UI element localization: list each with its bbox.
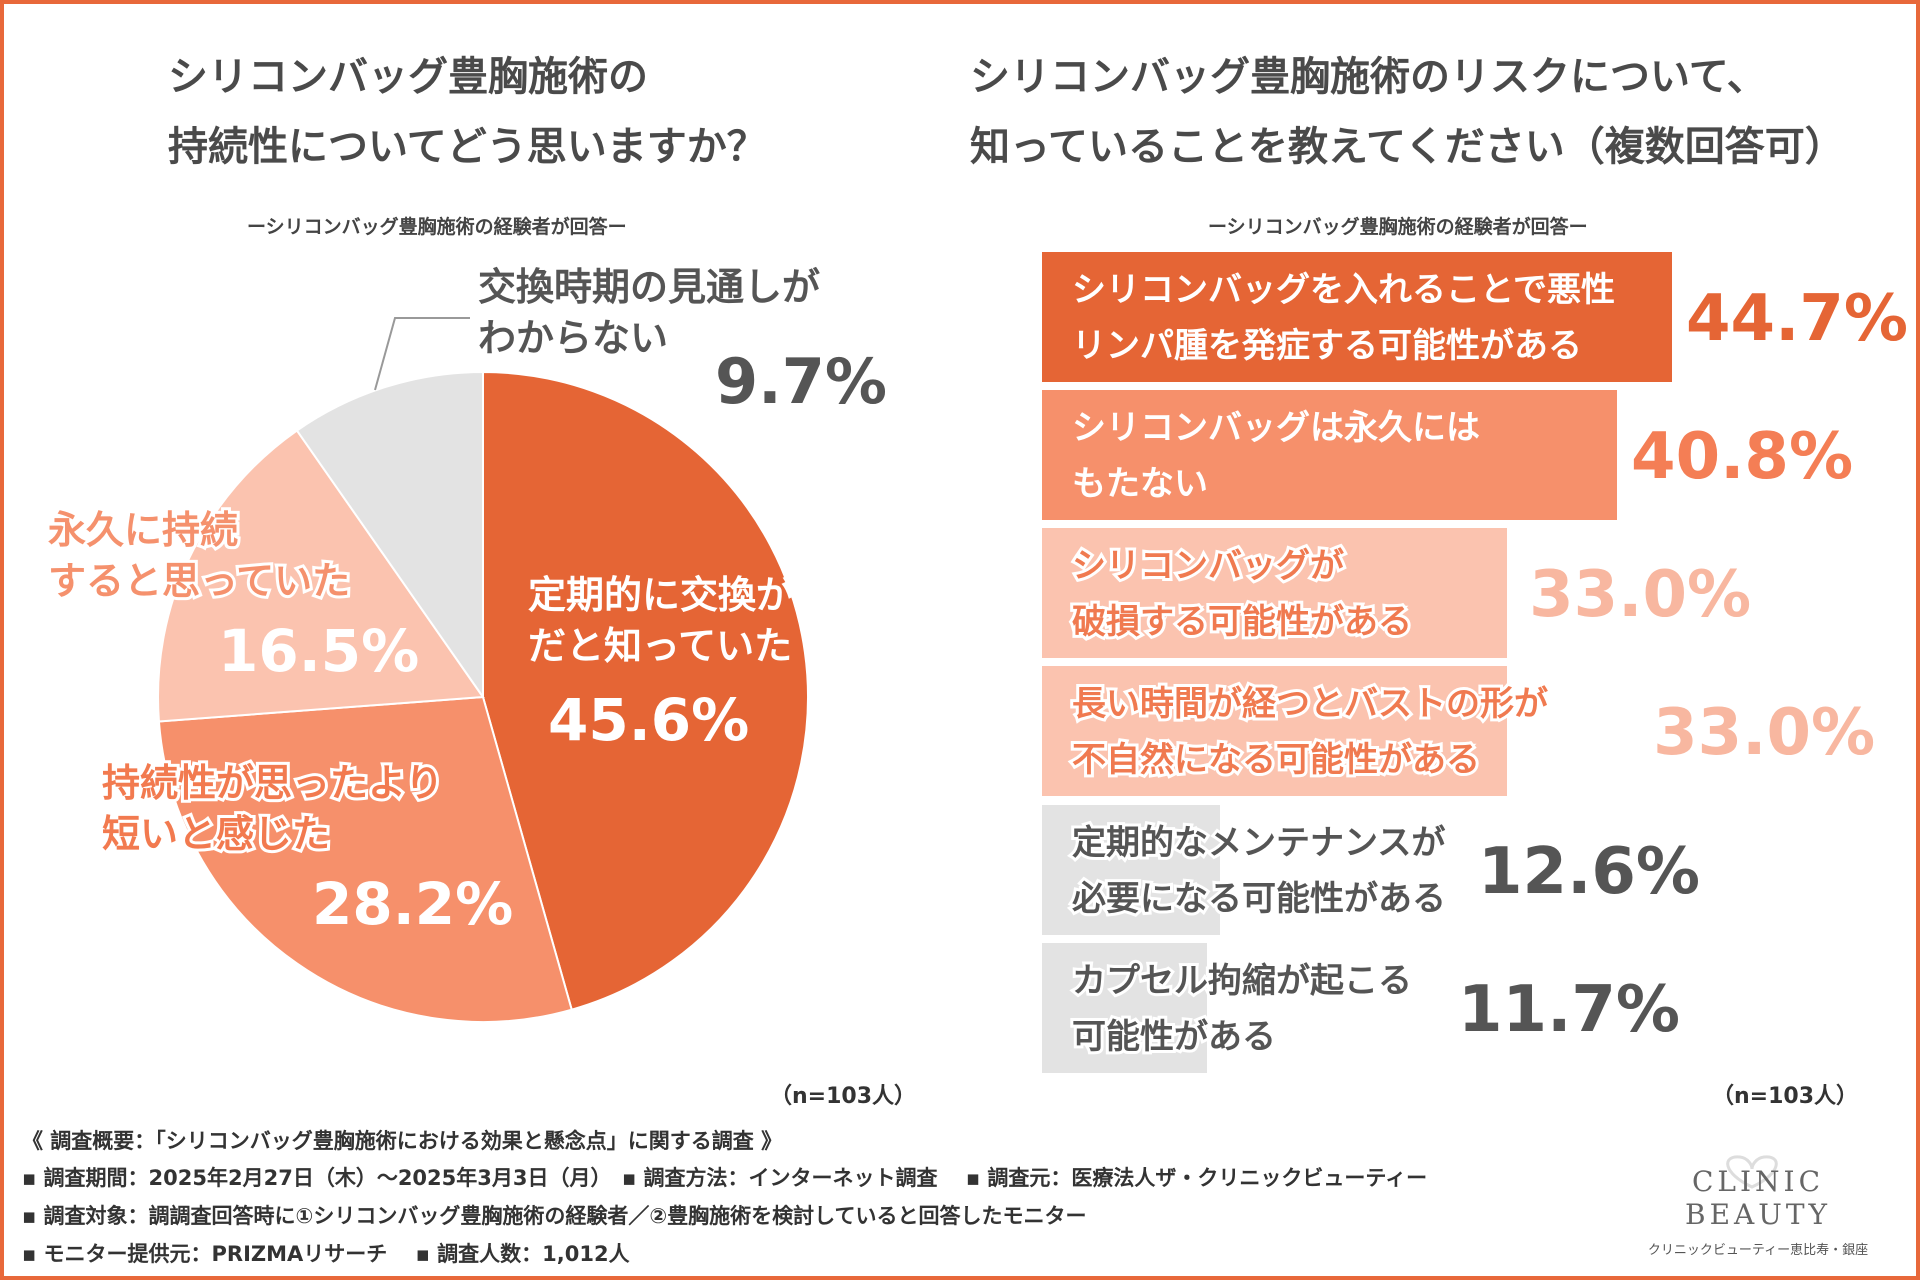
slice3-value: 9.7%: [715, 345, 887, 418]
bar-value-0: 44.7%: [1686, 282, 1909, 356]
bar-label-4: 定期的なメンテナンスが 必要になる可能性がある: [1069, 815, 1449, 927]
left-title-line1: シリコンバッグ豊胸施術の: [168, 54, 648, 100]
survey-overview: 《 調査概要：「シリコンバッグ豊胸施術における効果と懸念点」に関する調査 》: [22, 1129, 783, 1153]
bar-label-line1: シリコンバッグが: [1069, 543, 1347, 589]
bar-label-line2: もたない: [1072, 464, 1208, 504]
bar-value-1: 40.8%: [1631, 420, 1854, 494]
survey-period: ▪ 調査期間：2025年2月27日（木）～2025年3月3日（月） ▪ 調査方法…: [22, 1166, 1428, 1190]
slice2-label-line1: 永久に持続: [45, 505, 241, 555]
logo-name: CLINIC BEAUTY: [1685, 1165, 1831, 1231]
right-n-label: （n=103人）: [1712, 1084, 1859, 1109]
bar-1: [1042, 390, 1618, 520]
left-title-line2: 持続性についてどう思いますか？: [168, 124, 767, 170]
bar-label-line1: シリコンバッグを入れることで悪性: [1072, 270, 1615, 310]
slice1-label-line1: 持続性が思ったより: [99, 758, 446, 808]
left-subtitle: ーシリコンバッグ豊胸施術の経験者が回答ー: [247, 216, 627, 238]
slice0-value: 45.6%: [548, 685, 750, 754]
right-chart-title: シリコンバッグ豊胸施術のリスクについて、 知っていることを教えてください（複数回…: [970, 42, 1845, 182]
bar-label-0: シリコンバッグを入れることで悪性 リンパ腫を発症する可能性がある: [1072, 262, 1615, 374]
slice1-value: 28.2%: [312, 869, 514, 938]
clinic-logo: CLINIC BEAUTY クリニックビューティー恵比寿・銀座: [1618, 1155, 1898, 1258]
bar-5: [1042, 943, 1207, 1073]
survey-target: ▪ 調査対象：調調査回答時に①シリコンバッグ豊胸施術の経験者／②豊胸施術を検討し…: [22, 1204, 1087, 1228]
bar-label-line1: 定期的なメンテナンスが: [1069, 820, 1448, 866]
bar-2: [1042, 528, 1508, 658]
left-chart-title: シリコンバッグ豊胸施術の 持続性についてどう思いますか？: [168, 42, 767, 182]
bar-value-5: 11.7%: [1458, 973, 1681, 1047]
bar-0: [1042, 252, 1672, 382]
bar-label-line2: 可能性がある: [1069, 1014, 1279, 1060]
bar-label-line1: カプセル拘縮が起こる: [1069, 958, 1415, 1004]
slice2-value: 16.5%: [218, 616, 420, 685]
bar-value-2: 33.0%: [1529, 558, 1752, 632]
bar-label-line2: 破損する可能性がある: [1069, 599, 1415, 645]
bar-label-line1: 長い時間が経つとバストの形が: [1069, 681, 1551, 727]
bar-label-3: 長い時間が経つとバストの形が 不自然になる可能性がある: [1069, 676, 1551, 788]
left-n-label: （n=103人）: [770, 1084, 917, 1109]
bar-label-line2: リンパ腫を発症する可能性がある: [1072, 326, 1582, 366]
survey-provider: ▪ モニター提供元：PRIZMAリサーチ ▪ 調査人数：1,012人: [22, 1242, 630, 1266]
slice2-label-line2: すると思っていた: [45, 556, 353, 606]
bar-label-line2: 必要になる可能性がある: [1069, 876, 1449, 922]
bar-label-line1: シリコンバッグは永久には: [1072, 408, 1480, 448]
bar-3: [1042, 666, 1508, 796]
bar-label-5: カプセル拘縮が起こる 可能性がある: [1069, 953, 1415, 1065]
slice0-label-line1: 定期的に交換が必要: [528, 573, 871, 617]
leader-line: [374, 317, 470, 391]
slice3-label-line2: わからない: [478, 316, 669, 361]
slice3-label-line1: 交換時期の見通しが: [478, 265, 821, 309]
bar-label-1: シリコンバッグは永久には もたない: [1072, 400, 1480, 512]
bar-value-4: 12.6%: [1478, 835, 1701, 909]
bar-4: [1042, 805, 1220, 935]
slice-label-unknown: 交換時期の見通しが わからない: [478, 262, 820, 365]
bar-value-3: 33.0%: [1653, 696, 1876, 770]
logo-subtitle: クリニックビューティー恵比寿・銀座: [1647, 1243, 1869, 1258]
right-subtitle: ーシリコンバッグ豊胸施術の経験者が回答ー: [1208, 216, 1588, 238]
slice-label-replace: 定期的に交換が必要 だと知っていた 45.6%: [528, 570, 870, 759]
slice0-label-line2: だと知っていた: [528, 624, 793, 669]
right-title-line2: 知っていることを教えてください（複数回答可）: [970, 124, 1845, 170]
slice1-label-line2: 短いと感じた: [99, 809, 333, 859]
bar-label-line2: 不自然になる可能性がある: [1069, 737, 1483, 783]
bar-label-2: シリコンバッグが破損する可能性がある: [1069, 538, 1415, 650]
slice-label-shorter: 持続性が思ったより 短いと感じた 28.2%: [99, 758, 514, 943]
slice-label-permanent: 永久に持続 すると思っていた 16.5%: [45, 505, 420, 690]
right-title-line1: シリコンバッグ豊胸施術のリスクについて、: [970, 54, 1767, 100]
